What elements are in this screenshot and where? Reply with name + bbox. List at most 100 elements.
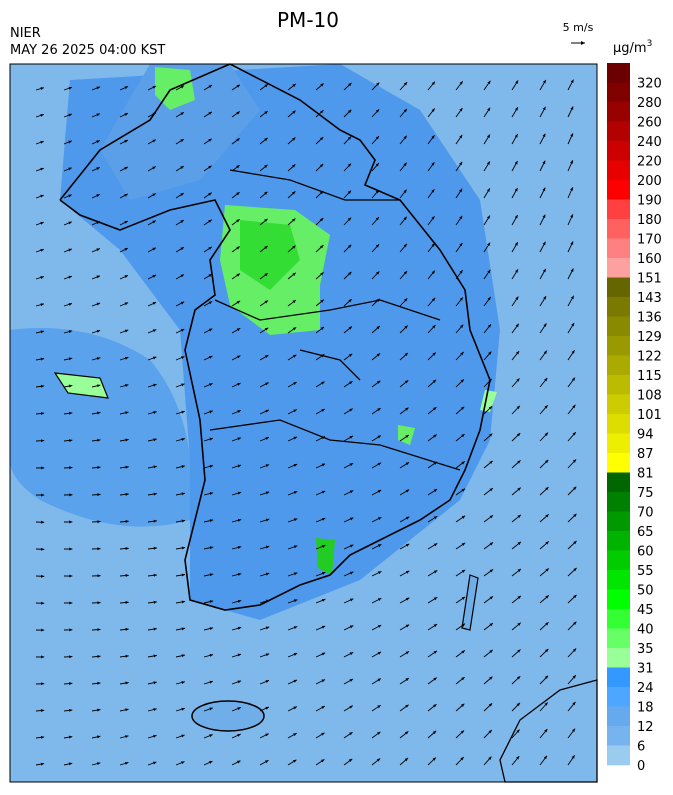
- wind-arrowhead: [293, 409, 297, 413]
- wind-arrowhead: [403, 189, 407, 194]
- wind-arrowhead: [40, 248, 44, 252]
- wind-arrowhead: [403, 271, 408, 275]
- wind-arrowhead: [516, 676, 521, 680]
- colorbar-label: 115: [637, 369, 662, 384]
- wind-arrowhead: [293, 653, 298, 656]
- wind-arrowhead: [321, 463, 326, 467]
- wind-arrowhead: [181, 410, 185, 414]
- agency: NIER: [10, 26, 41, 41]
- colorbar-segment: [607, 492, 630, 512]
- colorbar-segment: [607, 160, 630, 181]
- wind-arrowhead: [208, 301, 213, 305]
- wind-arrowhead: [489, 596, 494, 600]
- colorbar-label: 65: [637, 525, 654, 540]
- wind-arrowhead: [460, 351, 464, 356]
- wind-arrowhead: [375, 271, 380, 275]
- wind-arrowhead: [320, 83, 324, 87]
- wind-arrowhead: [153, 708, 157, 712]
- wind-arrowhead: [181, 654, 185, 658]
- wind-arrowhead: [69, 682, 73, 686]
- wind-arrowhead: [572, 459, 577, 463]
- wind-arrowhead: [97, 601, 101, 605]
- wind-arrowhead: [180, 220, 184, 224]
- wind-arrowhead: [572, 701, 576, 706]
- wind-arrowhead: [124, 761, 129, 765]
- wind-arrowhead: [377, 678, 381, 682]
- wind-arrowhead: [152, 86, 157, 89]
- wind-arrowhead: [404, 298, 408, 302]
- wind-arrowhead: [125, 438, 129, 442]
- colorbar-segment: [607, 570, 630, 590]
- wind-arrowhead: [97, 574, 101, 578]
- wind-arrowhead: [209, 627, 214, 631]
- wind-arrowhead: [180, 329, 185, 332]
- wind-arrowhead: [405, 597, 410, 601]
- wind-arrowhead: [96, 167, 100, 171]
- wind-arrowhead: [349, 435, 353, 439]
- wind-arrowhead: [433, 461, 437, 465]
- colorbar-segment: [607, 394, 630, 415]
- colorbar-segment: [607, 667, 630, 688]
- wind-arrowhead: [461, 461, 465, 465]
- wind-arrowhead: [153, 546, 157, 550]
- wind-arrowhead: [544, 702, 548, 706]
- colorbar-label: 70: [637, 506, 654, 521]
- wind-arrowhead: [461, 434, 465, 438]
- wind-arrowhead: [40, 762, 45, 766]
- wind-arrowhead: [488, 351, 492, 355]
- wind-arrowhead: [153, 600, 157, 604]
- unit-base: μg/m: [613, 41, 647, 56]
- wind-arrowhead: [209, 492, 214, 496]
- wind-arrowhead: [377, 731, 381, 735]
- wind-arrowhead: [405, 434, 409, 439]
- wind-arrowhead: [265, 545, 270, 549]
- wind-arrowhead: [41, 520, 45, 524]
- wind-arrowhead: [321, 706, 325, 709]
- colorbar-segment: [607, 121, 630, 142]
- colorbar-label: 200: [637, 174, 662, 189]
- wind-arrowhead: [461, 542, 466, 546]
- colorbar-segment: [607, 648, 630, 668]
- wind-arrowhead: [265, 382, 269, 386]
- wind-arrowhead: [68, 140, 72, 144]
- wind-arrowhead: [514, 134, 518, 138]
- wind-arrowhead: [292, 245, 296, 249]
- colorbar-label: 129: [637, 330, 662, 345]
- wind-arrowhead: [68, 167, 72, 171]
- wind-arrowhead: [181, 383, 185, 387]
- wind-arrowhead: [515, 351, 520, 355]
- wind-arrowhead: [570, 160, 573, 164]
- wind-arrowhead: [96, 357, 101, 361]
- wind-arrowhead: [320, 299, 324, 303]
- wind-arrowhead: [542, 160, 546, 165]
- wind-arrowhead: [292, 272, 296, 276]
- wind-arrowhead: [97, 681, 101, 685]
- wind-arrowhead: [96, 384, 101, 388]
- wind-arrowhead: [489, 515, 494, 519]
- jeju: [191, 700, 265, 732]
- wind-arrowhead: [208, 356, 213, 359]
- colorbar-segment: [607, 531, 630, 551]
- wind-arrowhead: [152, 193, 156, 197]
- wind-arrowhead: [516, 756, 520, 760]
- colorbar: 3202802602402202001901801701601511431361…: [607, 63, 662, 774]
- wind-arrowhead: [265, 653, 270, 657]
- wind-arrowhead: [404, 757, 409, 762]
- colorbar-label: 220: [637, 155, 662, 170]
- wind-arrowhead: [41, 682, 45, 686]
- wind-arrowhead: [405, 407, 409, 411]
- wind-arrowhead: [208, 192, 212, 196]
- wind-arrowhead: [69, 520, 73, 524]
- colorbar-segment: [607, 199, 630, 220]
- wind-arrowhead: [433, 677, 437, 681]
- wind-arrowhead: [265, 626, 270, 630]
- wind-arrowhead: [97, 628, 101, 632]
- wind-arrowhead: [124, 166, 128, 170]
- wind-arrowhead: [68, 194, 72, 198]
- wind-arrowhead: [96, 248, 100, 252]
- wind-arrowhead: [40, 221, 44, 225]
- wind-arrowhead: [405, 489, 410, 493]
- wind-arrowhead: [181, 681, 185, 684]
- wind-arrowhead: [237, 599, 242, 603]
- wind-scale-arrowhead: [581, 41, 585, 45]
